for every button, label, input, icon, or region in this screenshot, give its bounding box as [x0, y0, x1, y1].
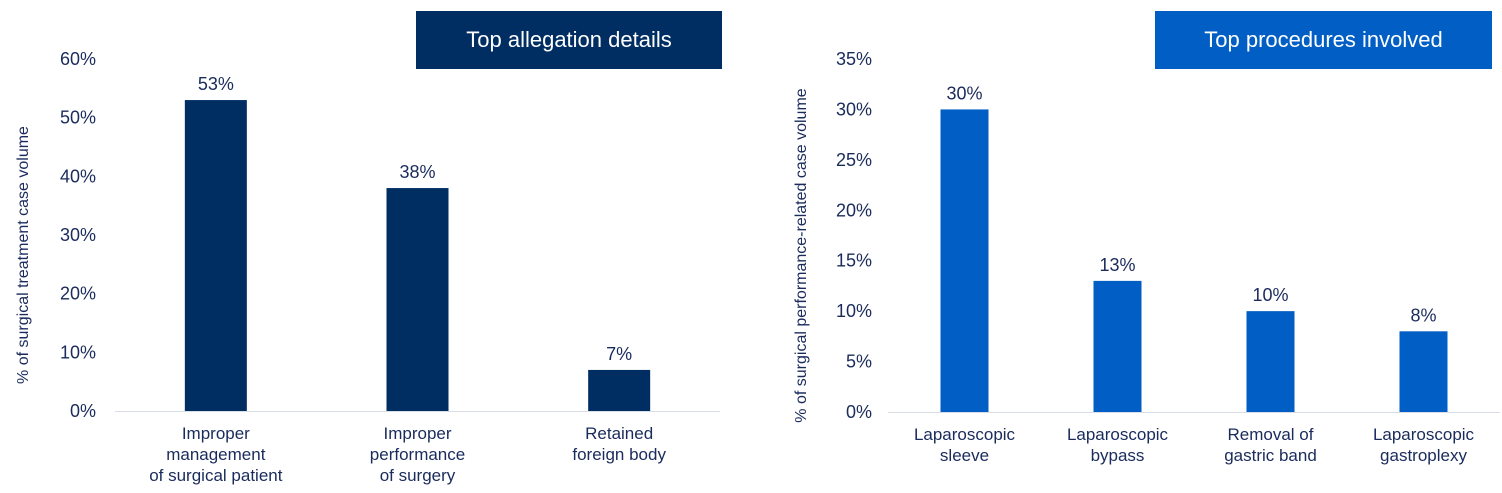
x-tick-label: Removal of gastric band — [1224, 425, 1317, 465]
x-tick-label: Retained foreign body — [572, 424, 666, 464]
x-tick-label: Improper performance of surgery — [370, 424, 465, 485]
y-tick-label: 0% — [846, 402, 872, 422]
y-tick-label: 60% — [60, 49, 96, 69]
y-tick-label: 10% — [836, 301, 872, 321]
y-tick-label: 40% — [60, 166, 96, 186]
bar — [940, 109, 989, 412]
y-tick-label: 30% — [60, 225, 96, 245]
y-tick-label: 25% — [836, 150, 872, 170]
y-tick-label: 30% — [836, 99, 872, 119]
y-tick-label: 20% — [60, 284, 96, 304]
bar — [184, 100, 247, 412]
y-tick-label: 20% — [836, 200, 872, 220]
data-label: 53% — [198, 74, 234, 94]
x-tick-label: Improper management of surgical patient — [149, 424, 283, 485]
data-label: 38% — [399, 162, 435, 182]
chart-1: 0% 10% 20% 30% 40% 50% 60% % of surgical treatm… — [15, 49, 720, 485]
data-label: 10% — [1252, 285, 1288, 305]
y-axis-label: % of surgical treatment case volume — [15, 126, 32, 384]
y-axis-label: % of surgical performance-related case v… — [793, 88, 810, 422]
y-tick-label: 10% — [60, 342, 96, 362]
x-tick-label: Laparoscopic bypass — [1067, 425, 1169, 465]
y-tick-label: 35% — [836, 49, 872, 69]
data-label: 13% — [1099, 255, 1135, 275]
bar — [1093, 280, 1142, 412]
bar — [1399, 331, 1448, 412]
chart-1-title: Top allegation details — [416, 11, 722, 69]
data-label: 30% — [946, 83, 982, 103]
x-tick-label: Laparoscopic sleeve — [914, 425, 1016, 465]
y-tick-label: 0% — [70, 401, 96, 421]
y-tick-label: 15% — [836, 251, 872, 271]
bar — [386, 188, 449, 411]
y-tick-label: 5% — [846, 352, 872, 372]
bar — [1246, 311, 1295, 412]
chart-2: 0% 5% 10% 15% 20% 25% 30% 35% % of surgical perf… — [793, 49, 1500, 465]
data-label: 8% — [1410, 305, 1436, 325]
chart-2-title: Top procedures involved — [1155, 11, 1492, 69]
x-tick-label: Laparoscopic gastroplexy — [1373, 425, 1475, 465]
bar — [588, 369, 651, 411]
data-label: 7% — [606, 344, 632, 364]
y-tick-label: 50% — [60, 108, 96, 128]
